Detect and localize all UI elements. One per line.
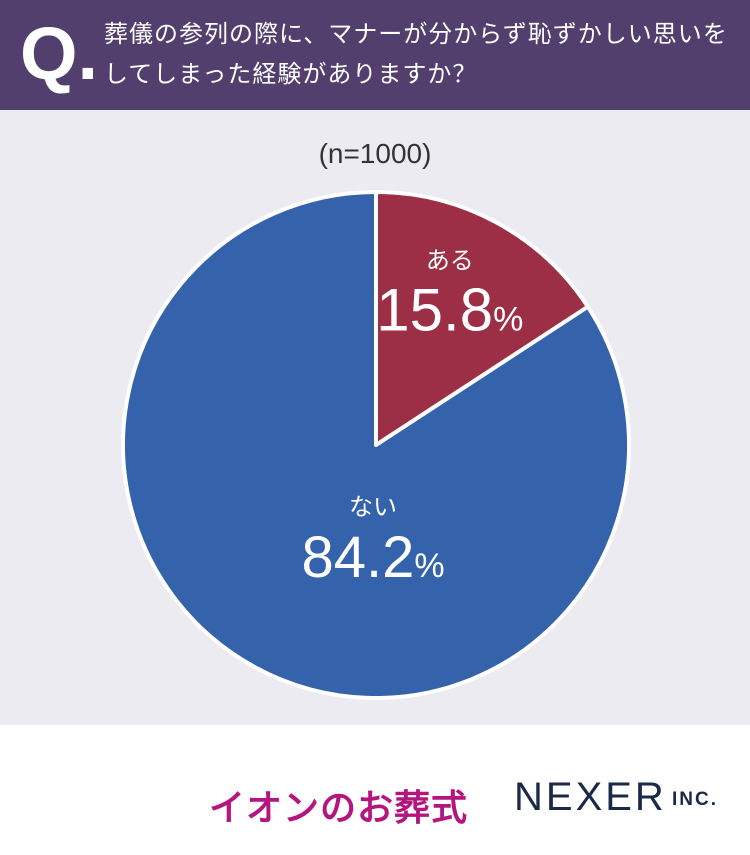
sample-size: (n=1000) [318,138,432,169]
slice-value-label: 84.2% [301,525,444,590]
pie-slice-2 [121,190,631,700]
slice-value-label: 15.8% [376,277,523,344]
aeon-funeral-logo: イオンのお葬式 [209,788,469,829]
question-text: 葬儀の参列の際に、マナーが分からず恥ずかしい思いをしてしまった経験がありますか？ [104,20,728,88]
slice-category-label: ある [426,247,474,275]
footer: イオンのお葬式 NEXER INC. [0,725,750,855]
nexer-logo: NEXER [514,775,667,819]
nexer-inc-label: INC. [672,789,718,810]
q-mark: Q. [20,12,99,95]
pie-slices [121,190,631,700]
slice-category-label: ない [349,493,397,521]
question-header: Q. 葬儀の参列の際に、マナーが分からず恥ずかしい思いをしてしまった経験がありま… [0,0,750,110]
pie-slice-1 [374,190,590,447]
